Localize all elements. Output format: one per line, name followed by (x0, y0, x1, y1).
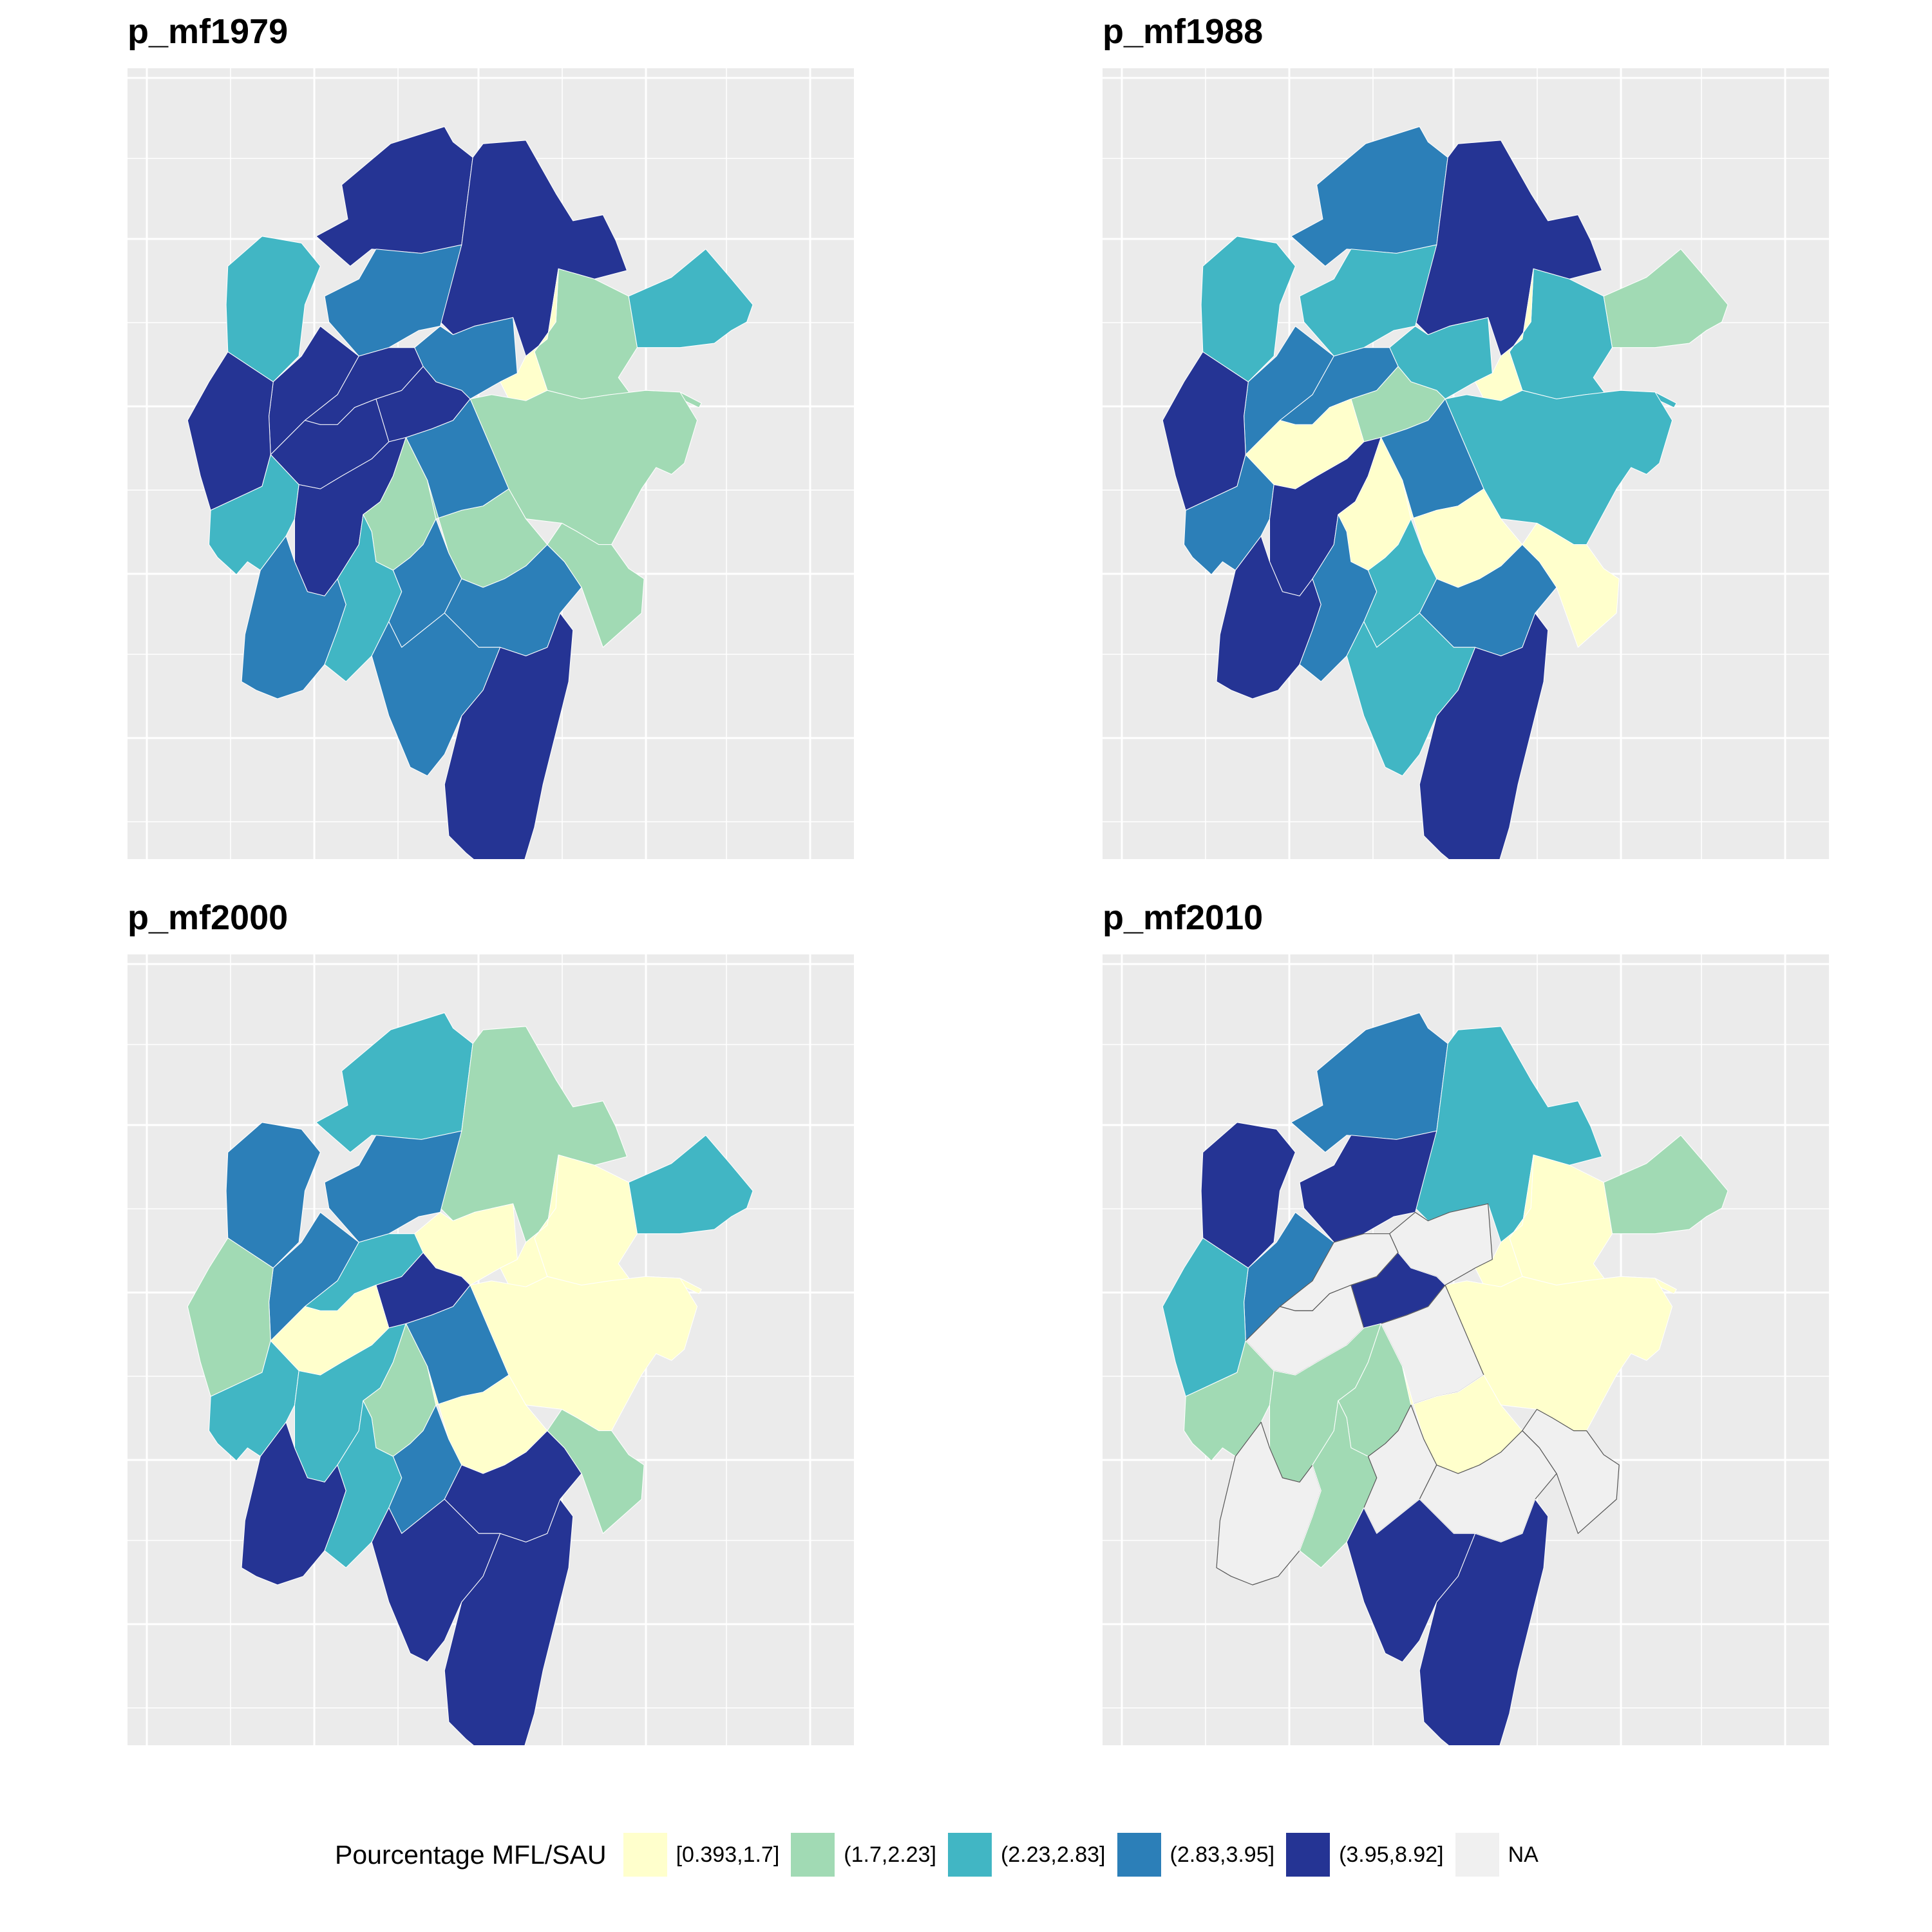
region-0 (225, 236, 321, 383)
legend-swatch (1117, 1833, 1161, 1877)
region-24 (1419, 612, 1549, 859)
map-panel-2000 (128, 954, 854, 1745)
legend-label: (2.83,3.95] (1170, 1842, 1275, 1867)
map-panel-1988 (1103, 68, 1829, 859)
map-1988 (1103, 68, 1829, 859)
region-25 (1522, 1408, 1620, 1534)
region-25 (547, 1408, 645, 1534)
legend-swatch (1455, 1833, 1499, 1877)
region-group (187, 1012, 753, 1745)
panel-title-1979: p_mf1979 (128, 12, 289, 51)
legend-swatch (623, 1833, 667, 1877)
region-group (1162, 1012, 1728, 1745)
region-9 (628, 249, 753, 348)
region-0 (1200, 236, 1296, 383)
legend-item: (1.7,2.23] (791, 1833, 936, 1877)
legend-label: (2.23,2.83] (1000, 1842, 1106, 1867)
panel-title-2010: p_mf2010 (1103, 898, 1264, 937)
region-group (187, 126, 753, 859)
map-1979 (128, 68, 854, 859)
legend-label: [0.393,1.7] (676, 1842, 780, 1867)
region-9 (628, 1135, 753, 1235)
region-9 (1603, 1135, 1728, 1235)
map-2000 (128, 954, 854, 1745)
legend-item: [0.393,1.7] (623, 1833, 780, 1877)
legend-label: (3.95,8.92] (1339, 1842, 1444, 1867)
legend-swatch (947, 1833, 992, 1877)
legend-item: (2.83,3.95] (1117, 1833, 1275, 1877)
region-25 (547, 522, 645, 648)
panel-title-2000: p_mf2000 (128, 898, 289, 937)
legend: Pourcentage MFL/SAU [0.393,1.7] (1.7,2.2… (335, 1829, 1550, 1880)
map-2010 (1103, 954, 1829, 1745)
region-24 (1419, 1499, 1549, 1745)
legend-title: Pourcentage MFL/SAU (335, 1839, 607, 1870)
region-5 (187, 351, 274, 511)
panel-title-1988: p_mf1988 (1103, 12, 1264, 51)
legend-item: (2.23,2.83] (947, 1833, 1106, 1877)
region-24 (444, 1499, 574, 1745)
region-25 (1522, 522, 1620, 648)
region-0 (225, 1122, 321, 1269)
legend-label: (1.7,2.23] (844, 1842, 936, 1867)
legend-swatch (791, 1833, 835, 1877)
legend-item: (3.95,8.92] (1286, 1833, 1444, 1877)
region-9 (1603, 249, 1728, 348)
region-5 (1162, 351, 1249, 511)
region-24 (444, 612, 574, 859)
region-5 (1162, 1237, 1249, 1397)
region-group (1162, 126, 1728, 859)
legend-label: NA (1508, 1842, 1539, 1867)
region-5 (187, 1237, 274, 1397)
map-panel-1979 (128, 68, 854, 859)
map-panel-2010 (1103, 954, 1829, 1745)
region-0 (1200, 1122, 1296, 1269)
legend-swatch (1286, 1833, 1331, 1877)
legend-item: NA (1455, 1833, 1539, 1877)
